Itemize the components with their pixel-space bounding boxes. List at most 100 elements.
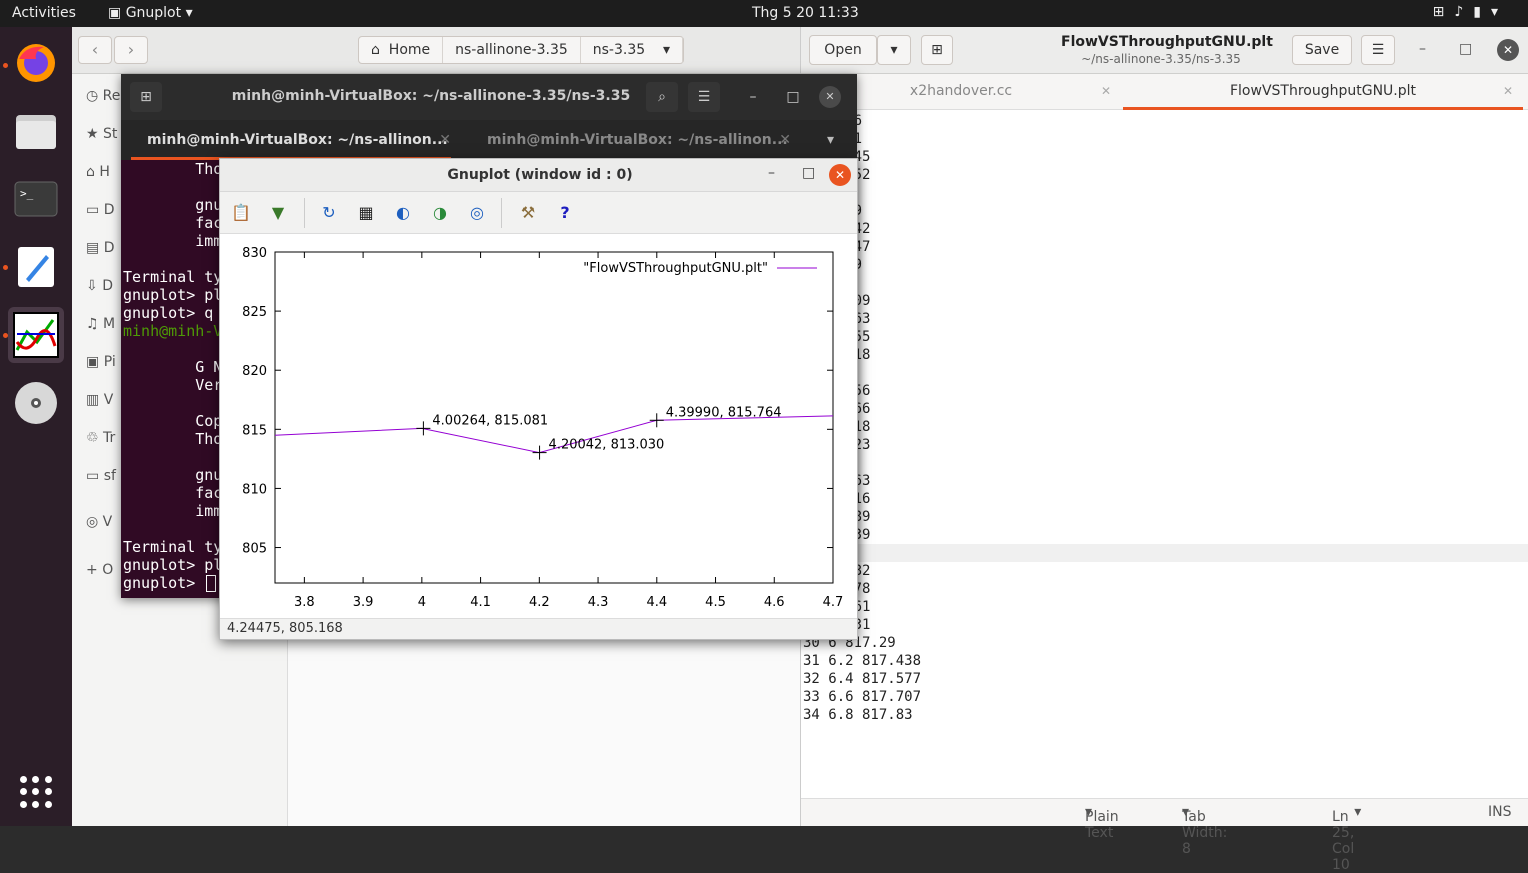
terminal-line: gnu xyxy=(123,466,223,484)
sidebar-item-documents[interactable]: ▤ D xyxy=(86,240,115,256)
terminal-tab-1[interactable]: minh@minh-VirtualBox: ~/ns-allinon... ✕ xyxy=(131,120,451,160)
text-line: 33 6.6 817.707 xyxy=(803,689,922,705)
cursor-position[interactable]: Ln 25, Col 10 ▾ xyxy=(1332,804,1362,873)
top-bar: Activities ▣ Gnuplot ▾ Thg 5 20 11:33 ⊞♪… xyxy=(0,0,1528,27)
text-editor-icon[interactable] xyxy=(8,239,64,295)
language-selector[interactable]: Plain Text ▾ xyxy=(1085,804,1119,841)
tab-flowvsthroughput[interactable]: FlowVSThroughputGNU.plt ✕ xyxy=(1123,74,1523,110)
minimize-button[interactable]: – xyxy=(749,89,757,105)
terminal-output[interactable]: Tho gnu fac imm Terminal ty gnuplot> pl gnu… xyxy=(123,160,857,598)
new-tab-button[interactable]: ⊞ xyxy=(921,35,953,65)
gnuplot-header: Gnuplot (window id : 0) – □ ✕ xyxy=(220,159,857,192)
disc-icon[interactable] xyxy=(8,375,64,431)
running-indicator xyxy=(3,265,8,270)
search-button[interactable]: ⌕ xyxy=(646,82,678,112)
sidebar-item-recent[interactable]: ◷ Re xyxy=(86,88,121,104)
breadcrumb-ns-allinone[interactable]: ns-allinone-3.35 xyxy=(443,37,581,63)
close-button[interactable]: ✕ xyxy=(819,86,841,108)
new-terminal-tab-button[interactable]: ⊞ xyxy=(130,82,162,112)
export-icon[interactable]: ▼ xyxy=(271,203,285,222)
show-applications-button[interactable] xyxy=(20,776,52,808)
back-button[interactable]: ‹ xyxy=(78,36,112,64)
sidebar-item-sf[interactable]: ▭ sf xyxy=(86,468,116,484)
text-editor-window: Open ▾ ⊞ FlowVSThroughputGNU.plt ~/ns-al… xyxy=(800,27,1528,873)
minimize-button[interactable]: – xyxy=(1419,41,1426,57)
sidebar-item-pictures[interactable]: ▣ Pi xyxy=(86,354,116,370)
chevron-down-icon: ▾ xyxy=(185,5,193,21)
clipboard-icon[interactable]: 📋 xyxy=(231,203,251,222)
activities-button[interactable]: Activities xyxy=(12,5,76,21)
y-tick-label: 820 xyxy=(242,364,267,379)
zoom-forward-icon[interactable]: ◑ xyxy=(433,203,447,222)
y-tick-label: 805 xyxy=(242,542,267,557)
firefox-icon[interactable] xyxy=(8,35,64,91)
svg-text:>_: >_ xyxy=(20,187,34,200)
terminal-tab-2[interactable]: minh@minh-VirtualBox: ~/ns-allinon... ✕ xyxy=(471,120,791,160)
app-menu[interactable]: ▣ Gnuplot ▾ xyxy=(108,5,193,21)
close-button[interactable]: ✕ xyxy=(829,164,851,186)
terminal-icon[interactable]: >_ xyxy=(8,171,64,227)
search-icon: ⌕ xyxy=(658,89,666,105)
text-editor-content[interactable]: 672.26 750.31 774.845 786.852 3.975 798.… xyxy=(801,110,1528,798)
sidebar-item-trash[interactable]: ♲ Tr xyxy=(86,430,116,446)
y-tick-label: 810 xyxy=(242,482,267,497)
insert-mode: INS xyxy=(1488,804,1512,820)
minimize-button[interactable]: – xyxy=(768,165,775,181)
zoom-autoscale-icon[interactable]: ◎ xyxy=(470,203,484,222)
replot-icon[interactable]: ↻ xyxy=(322,203,336,222)
x-tick-label: 4 xyxy=(418,595,426,610)
x-tick-label: 3.8 xyxy=(294,595,315,610)
sidebar-item-other-locations[interactable]: + O xyxy=(86,562,114,578)
system-tray[interactable]: ⊞♪▮▾ xyxy=(1433,4,1508,20)
maximize-button[interactable]: □ xyxy=(786,89,800,105)
close-tab-icon[interactable]: ✕ xyxy=(439,132,451,148)
x-tick-label: 4.4 xyxy=(646,595,667,610)
plot-canvas[interactable]: 805 810 815 820 825 830 3.8 3.9 4 4.1 4.2 4.3 4.4 4.5… xyxy=(220,234,857,618)
open-button[interactable]: Open xyxy=(809,35,877,65)
toolbar-separator xyxy=(304,198,305,228)
sidebar-item-downloads[interactable]: ⇩ D xyxy=(86,278,113,294)
menu-icon: ☰ xyxy=(1371,42,1385,58)
terminal-menu-button[interactable]: ☰ xyxy=(688,82,720,112)
hamburger-menu-button[interactable]: ☰ xyxy=(1361,35,1395,65)
close-tab-icon[interactable]: ✕ xyxy=(779,132,791,148)
terminal-line: imm xyxy=(123,232,223,250)
save-button[interactable]: Save xyxy=(1292,35,1352,65)
breadcrumb-ns-3-35[interactable]: ns-3.35 ▾ xyxy=(581,37,683,63)
chevron-down-icon: ▾ xyxy=(1490,4,1508,20)
sidebar-item-starred[interactable]: ★ St xyxy=(86,126,118,142)
y-tick-label: 815 xyxy=(242,423,267,438)
sidebar-item-volume[interactable]: ◎ V xyxy=(86,514,113,530)
chevron-down-icon: ▾ xyxy=(662,42,670,58)
breadcrumb-home[interactable]: ⌂ Home xyxy=(359,37,444,63)
gnuplot-icon[interactable] xyxy=(8,307,64,363)
close-tab-icon[interactable]: ✕ xyxy=(1100,84,1111,98)
forward-button[interactable]: › xyxy=(114,36,148,64)
files-icon[interactable] xyxy=(8,103,64,159)
volume-icon: ♪ xyxy=(1454,4,1474,20)
menu-icon: ☰ xyxy=(697,89,711,105)
terminal-line: gnu xyxy=(123,196,223,214)
help-icon[interactable]: ? xyxy=(560,203,570,222)
terminal-line: minh@minh-V xyxy=(123,322,223,340)
open-menu-button[interactable]: ▾ xyxy=(877,35,911,65)
gnuplot-app-icon: ▣ xyxy=(108,5,122,21)
sidebar-item-music[interactable]: ♫ M xyxy=(86,316,116,332)
sidebar-item-desktop[interactable]: ▭ D xyxy=(86,202,115,218)
settings-icon[interactable]: ⚒ xyxy=(520,203,536,222)
tabs-overflow-button[interactable]: ▾ xyxy=(827,132,835,148)
tab-x2handover[interactable]: x2handover.cc ✕ xyxy=(801,74,1121,110)
line-chart[interactable]: 805 810 815 820 825 830 3.8 3.9 4 4.1 4.2 4.3 4.4 4.5… xyxy=(220,234,857,618)
tab-width-selector[interactable]: Tab Width: 8 ▾ xyxy=(1182,804,1228,857)
maximize-button[interactable]: □ xyxy=(802,165,816,181)
maximize-button[interactable]: □ xyxy=(1459,41,1473,57)
grid-icon[interactable]: ▦ xyxy=(358,203,374,222)
clock[interactable]: Thg 5 20 11:33 xyxy=(752,5,859,21)
sidebar-item-home[interactable]: ⌂ H xyxy=(86,164,110,180)
terminal-line: Ver xyxy=(123,376,223,394)
zoom-back-icon[interactable]: ◐ xyxy=(396,203,410,222)
close-button[interactable]: ✕ xyxy=(1497,39,1519,61)
close-tab-icon[interactable]: ✕ xyxy=(1502,84,1513,98)
files-header: ‹ › ⌂ Home ns-allinone-3.35 ns-3.35 ▾ xyxy=(72,27,800,74)
sidebar-item-videos[interactable]: ▥ V xyxy=(86,392,114,408)
